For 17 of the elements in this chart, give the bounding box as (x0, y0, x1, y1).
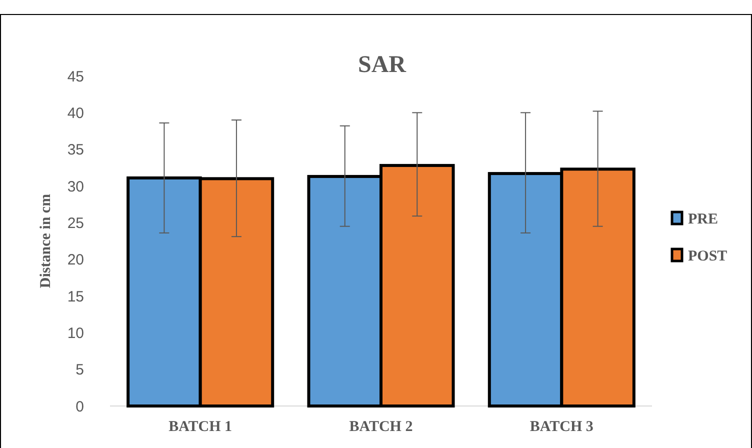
x-tick-label: BATCH 3 (530, 419, 594, 435)
legend-label: POST (688, 248, 728, 264)
y-tick-label: 10 (67, 324, 84, 342)
y-tick-label: 45 (67, 68, 84, 86)
y-tick-label: 0 (76, 398, 84, 416)
y-tick-label: 20 (67, 252, 84, 269)
y-tick-label: 5 (76, 362, 84, 379)
y-tick-label: 15 (67, 288, 84, 306)
y-axis-title: Distance in cm (38, 193, 54, 288)
x-tick-label: BATCH 2 (349, 419, 413, 435)
y-tick-label: 25 (67, 214, 84, 232)
y-tick-label: 40 (67, 104, 84, 122)
legend-label: PRE (688, 211, 718, 228)
chart-title: SAR (358, 52, 407, 78)
x-tick-label: BATCH 1 (168, 419, 232, 435)
y-tick-label: 35 (67, 142, 84, 159)
y-tick-label: 30 (67, 178, 84, 196)
